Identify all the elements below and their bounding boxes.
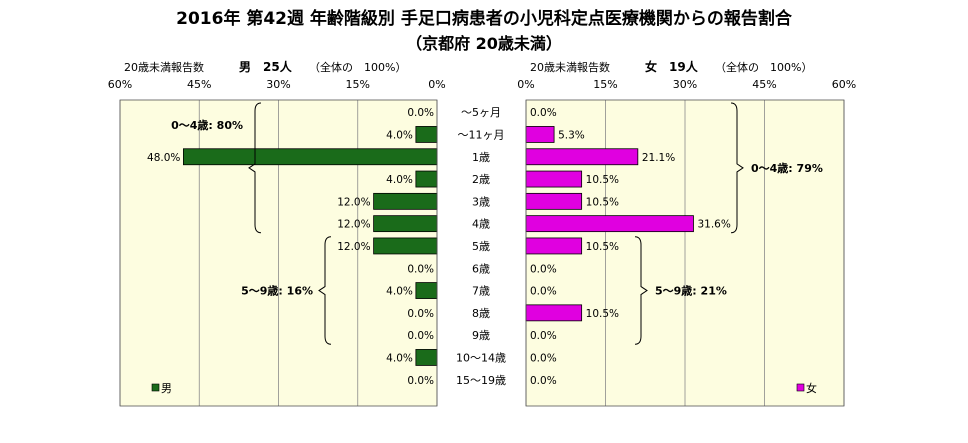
right-data-label: 10.5% — [586, 196, 619, 208]
left-plot-border — [119, 99, 438, 407]
right-data-label: 10.5% — [586, 308, 619, 320]
right-data-label: 0.0% — [530, 286, 557, 298]
right-tick-label: 0% — [517, 78, 534, 91]
legend-swatch-male — [151, 383, 160, 392]
right-data-label: 5.3% — [558, 129, 585, 141]
legend-label-male: 男 — [161, 382, 172, 395]
right-plot-border — [525, 99, 845, 407]
right-bar — [525, 148, 639, 166]
left-data-label: 0.0% — [407, 330, 434, 342]
left-tick-label: 15% — [346, 78, 370, 91]
right-data-label: 10.5% — [586, 241, 619, 253]
right-bar — [525, 192, 583, 210]
left-bracket — [318, 236, 332, 345]
right-tick-label: 15% — [593, 78, 617, 91]
right-bar — [525, 170, 583, 188]
category-label: ～11ヶ月 — [458, 128, 505, 141]
left-header-label: 20歳未満報告数 — [124, 61, 204, 74]
left-data-label: 4.0% — [386, 129, 413, 141]
left-tick-label: 45% — [187, 78, 211, 91]
left-bar — [373, 215, 438, 233]
right-data-label: 0.0% — [530, 330, 557, 342]
right-data-label: 0.0% — [530, 263, 557, 275]
left-data-label: 4.0% — [386, 352, 413, 364]
right-bar — [525, 237, 583, 255]
category-label: 7歳 — [472, 285, 490, 298]
category-label: 3歳 — [472, 195, 490, 208]
left-bar — [415, 282, 438, 299]
right-tick-label: 60% — [832, 78, 856, 91]
right-bracket — [730, 102, 744, 234]
right-bar — [525, 126, 555, 143]
left-bar — [415, 170, 438, 188]
left-bracket — [248, 102, 262, 234]
right-bar — [525, 304, 583, 322]
right-header-label: 20歳未満報告数 — [530, 61, 610, 74]
left-data-label: 12.0% — [337, 219, 370, 231]
left-header-total: （全体の 100%） — [309, 60, 406, 74]
right-data-label: 0.0% — [530, 375, 557, 387]
left-data-label: 12.0% — [337, 241, 370, 253]
left-data-label: 48.0% — [147, 152, 180, 164]
left-data-label: 0.0% — [407, 263, 434, 275]
left-data-label: 0.0% — [407, 308, 434, 320]
right-data-label: 0.0% — [530, 352, 557, 364]
right-data-label: 0.0% — [530, 107, 557, 119]
left-bar — [415, 126, 438, 143]
left-bar — [182, 148, 438, 166]
chart-subtitle: （京都府 20歳未満） — [406, 34, 562, 53]
category-label: ～5ヶ月 — [461, 106, 501, 119]
left-tick-label: 60% — [108, 78, 132, 91]
category-label: 8歳 — [472, 307, 490, 320]
left-data-label: 0.0% — [407, 107, 434, 119]
left-data-label: 4.0% — [386, 286, 413, 298]
left-bracket-label: 0～4歳: 80% — [171, 118, 243, 132]
category-label: 10～14歳 — [456, 351, 506, 364]
right-header-count: 女 19人 — [645, 59, 699, 74]
category-label: 2歳 — [472, 173, 490, 186]
left-bar — [373, 192, 438, 210]
chart-title: 2016年 第42週 年齢階級別 手足口病患者の小児科定点医療機関からの報告割合 — [176, 9, 792, 29]
left-bar — [373, 237, 438, 255]
left-tick-label: 0% — [428, 78, 445, 91]
category-label: 9歳 — [472, 329, 490, 342]
right-tick-label: 30% — [673, 78, 697, 91]
right-data-label: 21.1% — [642, 152, 675, 164]
left-tick-label: 30% — [266, 78, 290, 91]
right-data-label: 31.6% — [697, 219, 730, 231]
right-bracket-label: 5～9歳: 21% — [655, 284, 727, 298]
left-bar — [415, 349, 438, 366]
left-data-label: 4.0% — [386, 174, 413, 186]
category-label: 6歳 — [472, 262, 490, 275]
right-tick-label: 45% — [752, 78, 776, 91]
legend-label-female: 女 — [806, 381, 817, 395]
right-header-total: （全体の 100%） — [715, 60, 812, 74]
legend-swatch-female — [796, 383, 805, 392]
right-bracket-label: 0～4歳: 79% — [751, 161, 823, 175]
category-label: 5歳 — [472, 240, 490, 253]
left-data-label: 12.0% — [337, 196, 370, 208]
category-label: 15～19歳 — [456, 374, 506, 387]
category-label: 4歳 — [472, 218, 490, 231]
left-header-count: 男 25人 — [239, 59, 293, 74]
left-data-label: 0.0% — [407, 375, 434, 387]
right-data-label: 10.5% — [586, 174, 619, 186]
right-bracket — [634, 236, 648, 345]
left-bracket-label: 5～9歳: 16% — [241, 284, 313, 298]
right-bar — [525, 215, 694, 233]
category-label: 1歳 — [472, 151, 490, 164]
